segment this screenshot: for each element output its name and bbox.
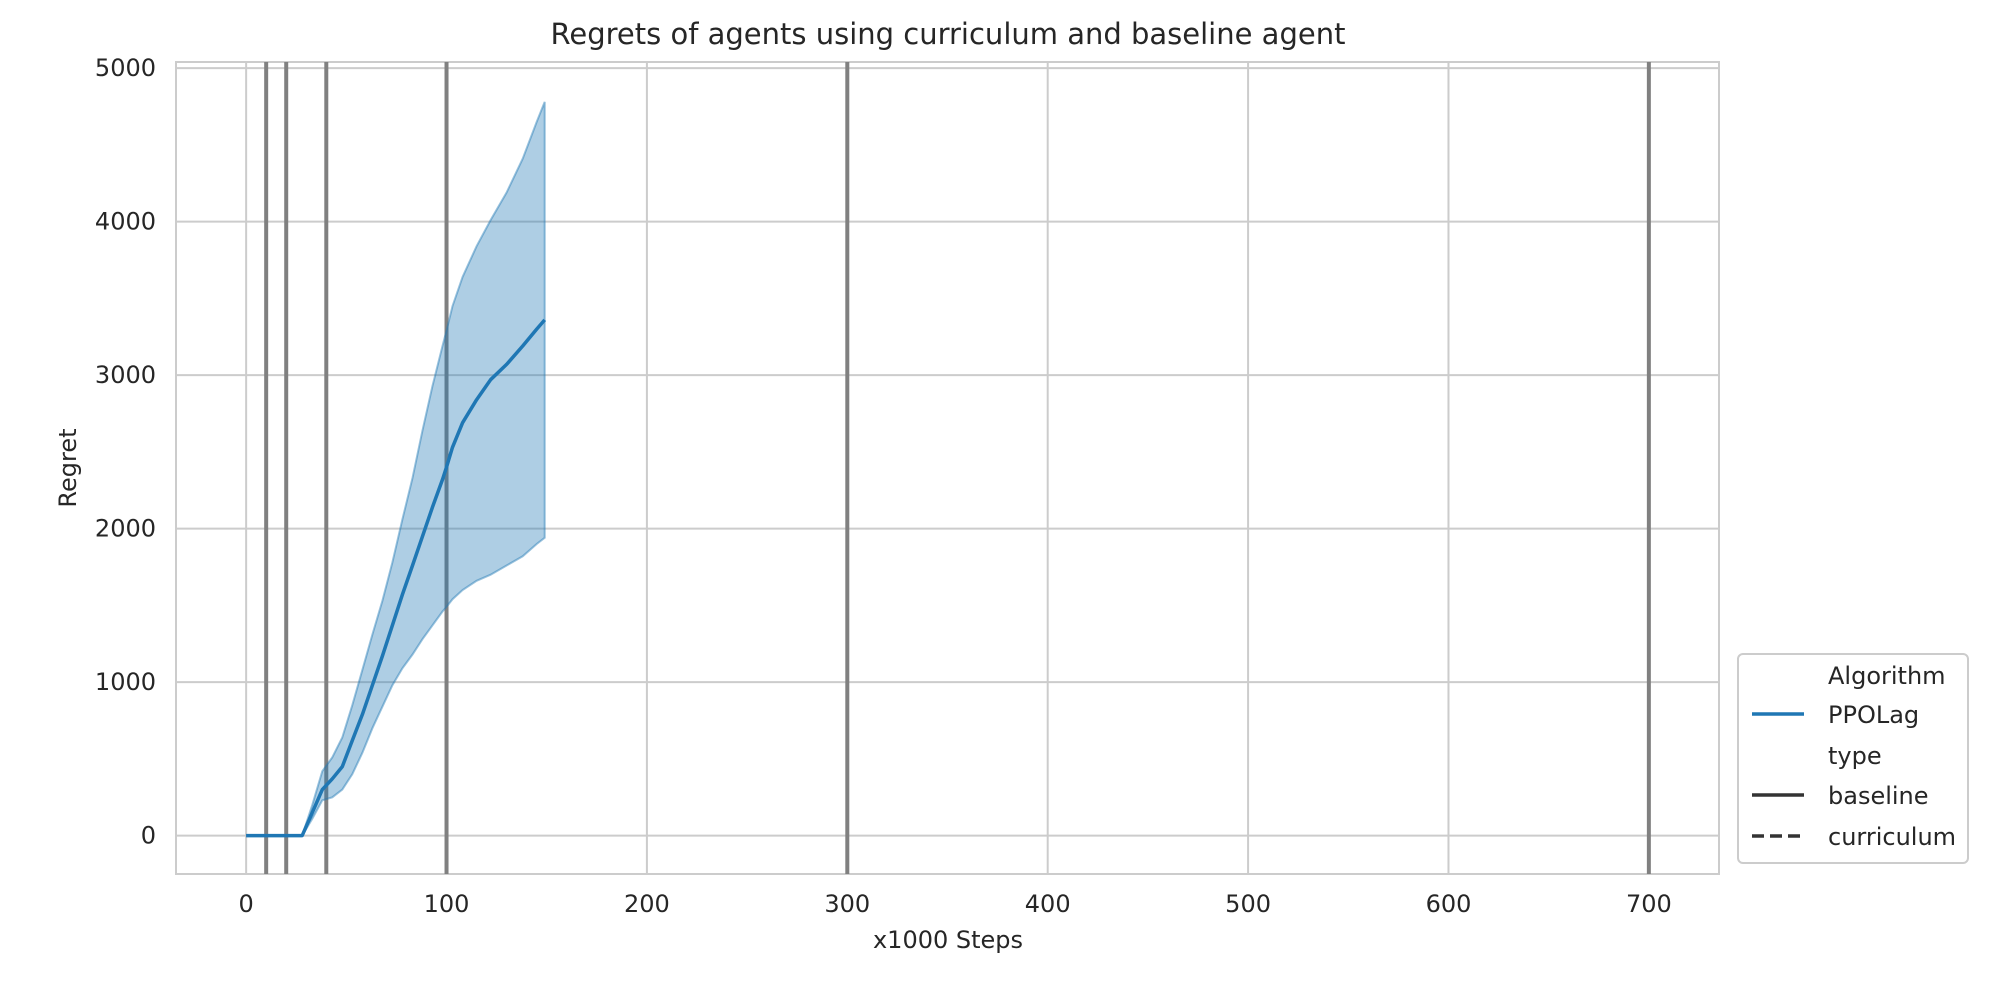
legend-title-algorithm: Algorithm (1828, 662, 1946, 690)
legend-label-ppolag: PPOLag (1828, 701, 1919, 729)
x-tick-100: 100 (424, 890, 470, 918)
y-tick-3000: 3000 (95, 361, 156, 389)
x-tick-400: 400 (1025, 890, 1071, 918)
x-tick-200: 200 (624, 890, 670, 918)
y-tick-1000: 1000 (95, 668, 156, 696)
y-tick-2000: 2000 (95, 515, 156, 543)
x-tick-700: 700 (1626, 890, 1672, 918)
confidence-band-ppolag (246, 101, 546, 837)
x-axis-label: x1000 Steps (873, 926, 1023, 954)
y-tick-5000: 5000 (95, 54, 156, 82)
legend-box (1737, 653, 1969, 864)
y-tick-labels: 0 1000 2000 3000 4000 5000 (95, 54, 156, 849)
y-tick-0: 0 (141, 822, 156, 850)
chart-title: Regrets of agents using curriculum and b… (551, 17, 1346, 51)
x-tick-labels: 0 100 200 300 400 500 600 700 (238, 890, 1671, 918)
x-tick-600: 600 (1426, 890, 1472, 918)
x-tick-0: 0 (238, 890, 253, 918)
legend-label-curriculum: curriculum (1828, 823, 1956, 851)
y-tick-4000: 4000 (95, 208, 156, 236)
x-tick-500: 500 (1225, 890, 1271, 918)
y-axis-label: Regret (54, 428, 82, 507)
plot-frame (175, 61, 1720, 875)
legend: Algorithm PPOLag type baseline curriculu… (1737, 653, 1969, 864)
series-lines (246, 318, 547, 838)
legend-title-type: type (1828, 742, 1882, 770)
confidence-bands (246, 101, 546, 837)
x-tick-300: 300 (824, 890, 870, 918)
legend-label-baseline: baseline (1828, 782, 1929, 810)
series-line-ppolag (246, 318, 547, 838)
y-gridlines (176, 67, 1719, 837)
